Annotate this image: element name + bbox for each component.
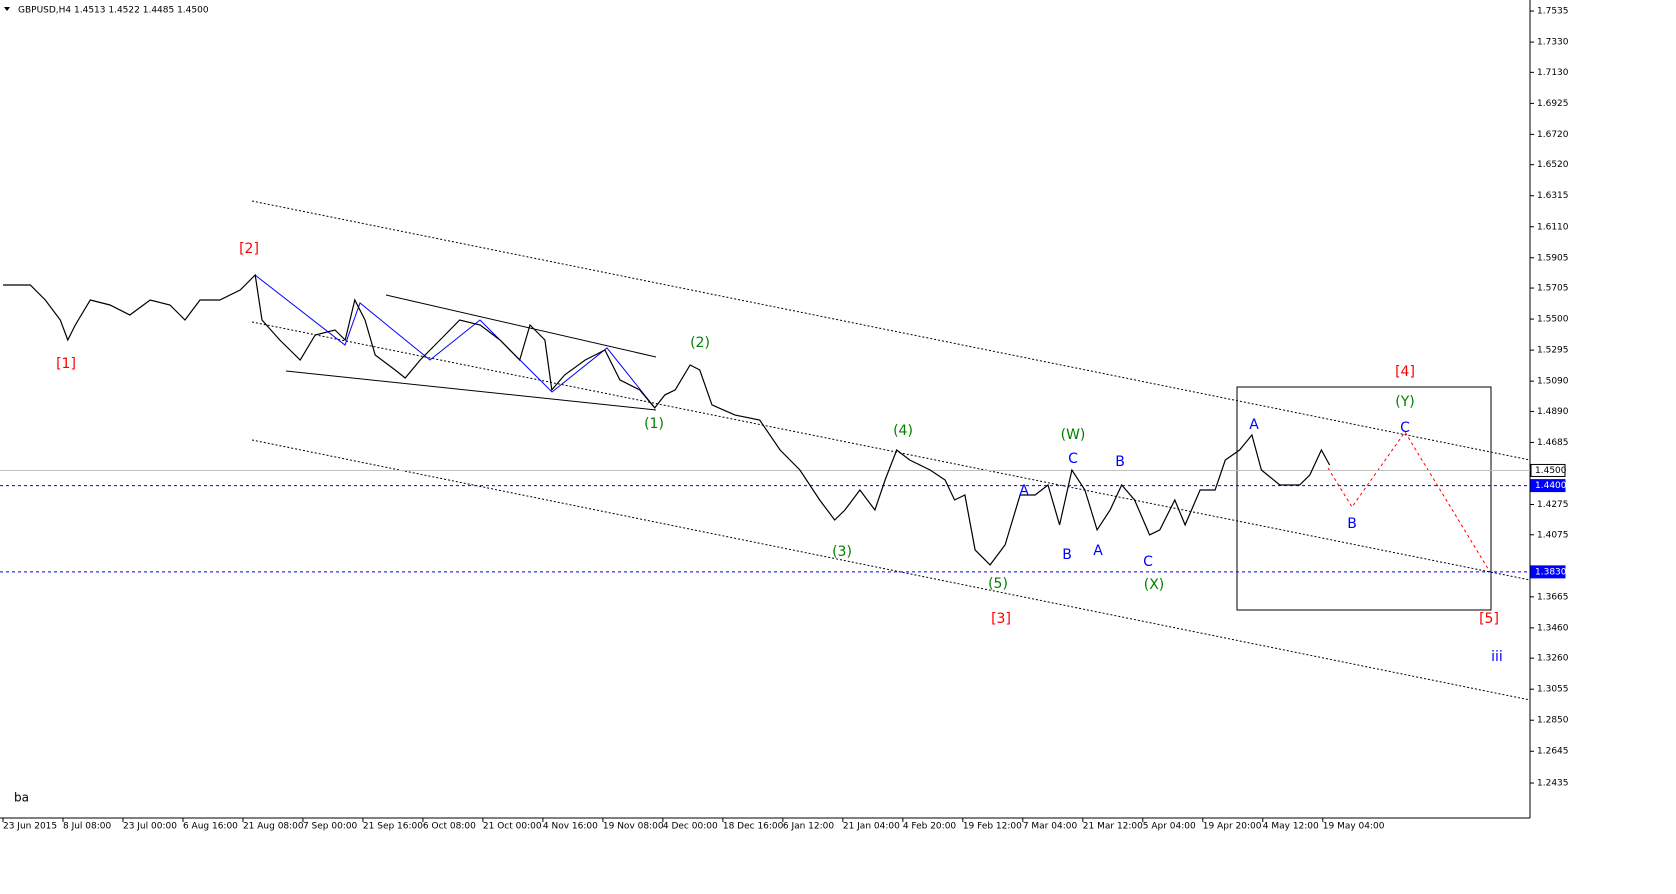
drawings <box>251 200 1531 701</box>
x-tick-label: 6 Aug 16:00 <box>183 822 238 832</box>
y-tick-label: 1.5295 <box>1537 346 1569 356</box>
wave-label: [2] <box>239 241 259 257</box>
channel-bottom <box>251 439 1531 701</box>
x-tick-label: 23 Jul 00:00 <box>123 822 177 832</box>
y-tick-label: 1.3665 <box>1537 592 1569 602</box>
wave-label: (2) <box>690 335 710 351</box>
y-tick-label: 1.2435 <box>1537 779 1569 789</box>
y-tick-label: 1.2850 <box>1537 716 1569 726</box>
wave-label: B <box>1115 454 1125 470</box>
y-tick-label: 1.4890 <box>1537 407 1569 417</box>
x-tick-label: 5 Apr 04:00 <box>1143 822 1196 832</box>
target-box <box>1236 386 1492 611</box>
wave-label: (X) <box>1144 577 1165 593</box>
x-tick-label: 21 Mar 12:00 <box>1083 822 1143 832</box>
x-tick-label: 4 May 12:00 <box>1263 822 1319 832</box>
price-label-box <box>1530 565 1566 579</box>
wave-label: A <box>1093 543 1103 559</box>
channel-middle <box>251 321 1531 581</box>
wave-label: (W) <box>1061 427 1086 443</box>
price-label: 1.3830 <box>1535 567 1567 577</box>
y-tick-label: 1.4685 <box>1537 438 1569 448</box>
y-tick-label: 1.6925 <box>1537 99 1569 109</box>
x-tick-label: 19 Feb 12:00 <box>963 822 1022 832</box>
y-tick-label: 1.5705 <box>1537 284 1569 294</box>
forecast-path <box>1327 431 1491 573</box>
wave-label: (4) <box>893 423 913 439</box>
x-tick-label: 21 Jan 04:00 <box>843 822 900 832</box>
x-tick-label: 19 Apr 20:00 <box>1203 822 1262 832</box>
wave-label: C <box>1400 420 1410 436</box>
x-tick-label: 19 Nov 08:00 <box>603 822 664 832</box>
wave-label: iii <box>1491 649 1503 665</box>
channel-top <box>251 200 1531 461</box>
x-tick-label: 23 Jun 2015 <box>3 822 57 832</box>
y-tick-label: 1.7535 <box>1537 7 1569 17</box>
wave-label: (Y) <box>1395 394 1414 410</box>
wave-label: (1) <box>644 416 664 432</box>
y-tick-label: 1.7130 <box>1537 68 1569 78</box>
x-tick-label: 21 Sep 16:00 <box>363 822 423 832</box>
wave-lines <box>254 274 656 409</box>
x-tick-label: 19 May 04:00 <box>1323 822 1385 832</box>
x-tick-label: 18 Dec 16:00 <box>723 822 784 832</box>
y-tick-label: 1.5090 <box>1537 377 1569 387</box>
triangle-bottom <box>285 370 657 411</box>
x-tick-label: 7 Mar 04:00 <box>1023 822 1078 832</box>
y-tick-label: 1.6110 <box>1537 222 1569 232</box>
y-tick-label: 1.6720 <box>1537 130 1569 140</box>
price-label-box <box>1530 479 1566 493</box>
price-label: 1.4500 <box>1535 466 1567 476</box>
x-tick-label: 4 Dec 00:00 <box>663 822 718 832</box>
wave-label: [3] <box>991 611 1011 627</box>
y-tick-label: 1.4275 <box>1537 500 1569 510</box>
y-tick-label: 1.3055 <box>1537 685 1569 695</box>
y-tick-label: 1.3260 <box>1537 654 1569 664</box>
y-tick-label: 1.3460 <box>1537 623 1569 633</box>
wave-label: (3) <box>832 544 852 560</box>
y-tick-label: 1.4075 <box>1537 530 1569 540</box>
wave-label: C <box>1068 451 1078 467</box>
x-tick-label: 4 Nov 16:00 <box>543 822 598 832</box>
y-tick-label: 1.5905 <box>1537 253 1569 263</box>
price-label: 1.4400 <box>1535 481 1567 491</box>
y-tick-label: 1.2645 <box>1537 747 1569 757</box>
wave-label: B <box>1347 516 1357 532</box>
x-tick-label: 21 Oct 00:00 <box>483 822 542 832</box>
wave-label: [1] <box>56 356 76 372</box>
x-tick-label: 6 Jan 12:00 <box>783 822 835 832</box>
collapse-arrow <box>4 7 10 11</box>
wave-label: A <box>1019 483 1029 499</box>
y-tick-label: 1.7330 <box>1537 38 1569 48</box>
footer-label: ba <box>14 791 29 805</box>
wave-label: B <box>1062 547 1072 563</box>
x-tick-label: 21 Aug 08:00 <box>243 822 304 832</box>
wave-label: [4] <box>1395 364 1415 380</box>
triangle-top <box>385 294 657 358</box>
y-tick-label: 1.6520 <box>1537 160 1569 170</box>
wave-label: (5) <box>988 576 1008 592</box>
price-line-series <box>3 273 1331 566</box>
wave-label: C <box>1143 554 1153 570</box>
x-tick-label: 8 Jul 08:00 <box>63 822 112 832</box>
x-tick-label: 4 Feb 20:00 <box>903 822 957 832</box>
x-tick-label: 7 Sep 00:00 <box>303 822 358 832</box>
wave-label: A <box>1249 417 1259 433</box>
chart-title: GBPUSD,H4 1.4513 1.4522 1.4485 1.4500 <box>18 6 209 16</box>
x-tick-label: 6 Oct 08:00 <box>423 822 476 832</box>
y-tick-label: 1.5500 <box>1537 315 1569 325</box>
y-tick-label: 1.6315 <box>1537 191 1569 201</box>
price-label-box <box>1530 463 1566 477</box>
wave-label: [5] <box>1479 611 1499 627</box>
